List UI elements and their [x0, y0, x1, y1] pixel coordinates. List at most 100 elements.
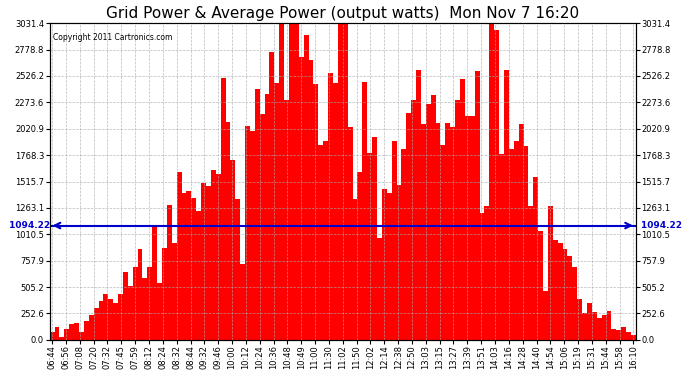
- Bar: [226, 122, 230, 340]
- Bar: [275, 84, 279, 340]
- Bar: [206, 186, 211, 340]
- Bar: [578, 298, 582, 340]
- Bar: [313, 84, 318, 340]
- Bar: [132, 267, 137, 340]
- Bar: [611, 329, 616, 340]
- Bar: [529, 206, 533, 340]
- Bar: [221, 78, 226, 340]
- Bar: [367, 153, 372, 340]
- Bar: [284, 100, 289, 340]
- Bar: [235, 199, 240, 340]
- Bar: [621, 327, 626, 340]
- Text: Copyright 2011 Cartronics.com: Copyright 2011 Cartronics.com: [52, 33, 172, 42]
- Bar: [499, 154, 504, 340]
- Bar: [494, 30, 499, 340]
- Bar: [538, 231, 543, 340]
- Bar: [264, 94, 270, 340]
- Bar: [137, 249, 143, 340]
- Bar: [553, 240, 558, 340]
- Bar: [406, 113, 411, 340]
- Bar: [386, 193, 392, 340]
- Bar: [99, 301, 103, 340]
- Bar: [562, 249, 567, 340]
- Bar: [123, 272, 128, 340]
- Bar: [50, 332, 55, 340]
- Bar: [440, 145, 445, 340]
- Bar: [94, 308, 99, 340]
- Bar: [460, 79, 465, 340]
- Bar: [445, 123, 451, 340]
- Bar: [230, 160, 235, 340]
- Bar: [69, 324, 74, 340]
- Bar: [323, 141, 328, 340]
- Bar: [211, 170, 216, 340]
- Bar: [167, 205, 172, 340]
- Bar: [308, 60, 313, 340]
- Bar: [402, 149, 406, 340]
- Bar: [573, 267, 578, 340]
- Bar: [524, 146, 529, 340]
- Bar: [294, 23, 299, 340]
- Bar: [84, 321, 89, 340]
- Bar: [304, 35, 308, 340]
- Bar: [631, 334, 636, 340]
- Bar: [504, 70, 509, 340]
- Bar: [582, 313, 587, 340]
- Bar: [338, 23, 343, 340]
- Bar: [484, 206, 489, 340]
- Text: 1094.22: 1094.22: [6, 221, 50, 230]
- Bar: [602, 315, 607, 340]
- Bar: [558, 243, 562, 340]
- Bar: [411, 100, 416, 340]
- Bar: [104, 294, 108, 340]
- Bar: [64, 329, 69, 340]
- Bar: [626, 332, 631, 340]
- Bar: [255, 88, 259, 340]
- Bar: [372, 137, 377, 340]
- Bar: [470, 116, 475, 340]
- Bar: [279, 23, 284, 340]
- Bar: [328, 73, 333, 340]
- Bar: [489, 23, 494, 340]
- Bar: [533, 177, 538, 340]
- Bar: [416, 70, 421, 340]
- Bar: [333, 83, 338, 340]
- Bar: [201, 183, 206, 340]
- Bar: [475, 71, 480, 340]
- Bar: [181, 192, 186, 340]
- Bar: [362, 82, 367, 340]
- Bar: [172, 243, 177, 340]
- Bar: [519, 124, 524, 340]
- Bar: [455, 100, 460, 340]
- Bar: [59, 336, 64, 340]
- Bar: [318, 146, 323, 340]
- Bar: [435, 123, 440, 340]
- Bar: [348, 127, 353, 340]
- Title: Grid Power & Average Power (output watts)  Mon Nov 7 16:20: Grid Power & Average Power (output watts…: [106, 6, 580, 21]
- Bar: [357, 172, 362, 340]
- Bar: [245, 126, 250, 340]
- Bar: [113, 303, 118, 340]
- Bar: [421, 124, 426, 340]
- Bar: [431, 95, 435, 340]
- Bar: [465, 116, 470, 340]
- Bar: [567, 256, 573, 340]
- Bar: [157, 283, 162, 340]
- Bar: [543, 291, 548, 340]
- Bar: [177, 172, 181, 340]
- Bar: [597, 318, 602, 340]
- Bar: [259, 114, 264, 340]
- Bar: [616, 330, 621, 340]
- Bar: [191, 198, 196, 340]
- Bar: [509, 150, 514, 340]
- Bar: [353, 199, 357, 340]
- Bar: [392, 141, 397, 340]
- Bar: [143, 278, 148, 340]
- Text: 1094.22: 1094.22: [641, 221, 685, 230]
- Bar: [289, 23, 294, 340]
- Bar: [343, 23, 348, 340]
- Bar: [128, 286, 132, 340]
- Bar: [152, 225, 157, 340]
- Bar: [55, 327, 59, 340]
- Bar: [108, 299, 113, 340]
